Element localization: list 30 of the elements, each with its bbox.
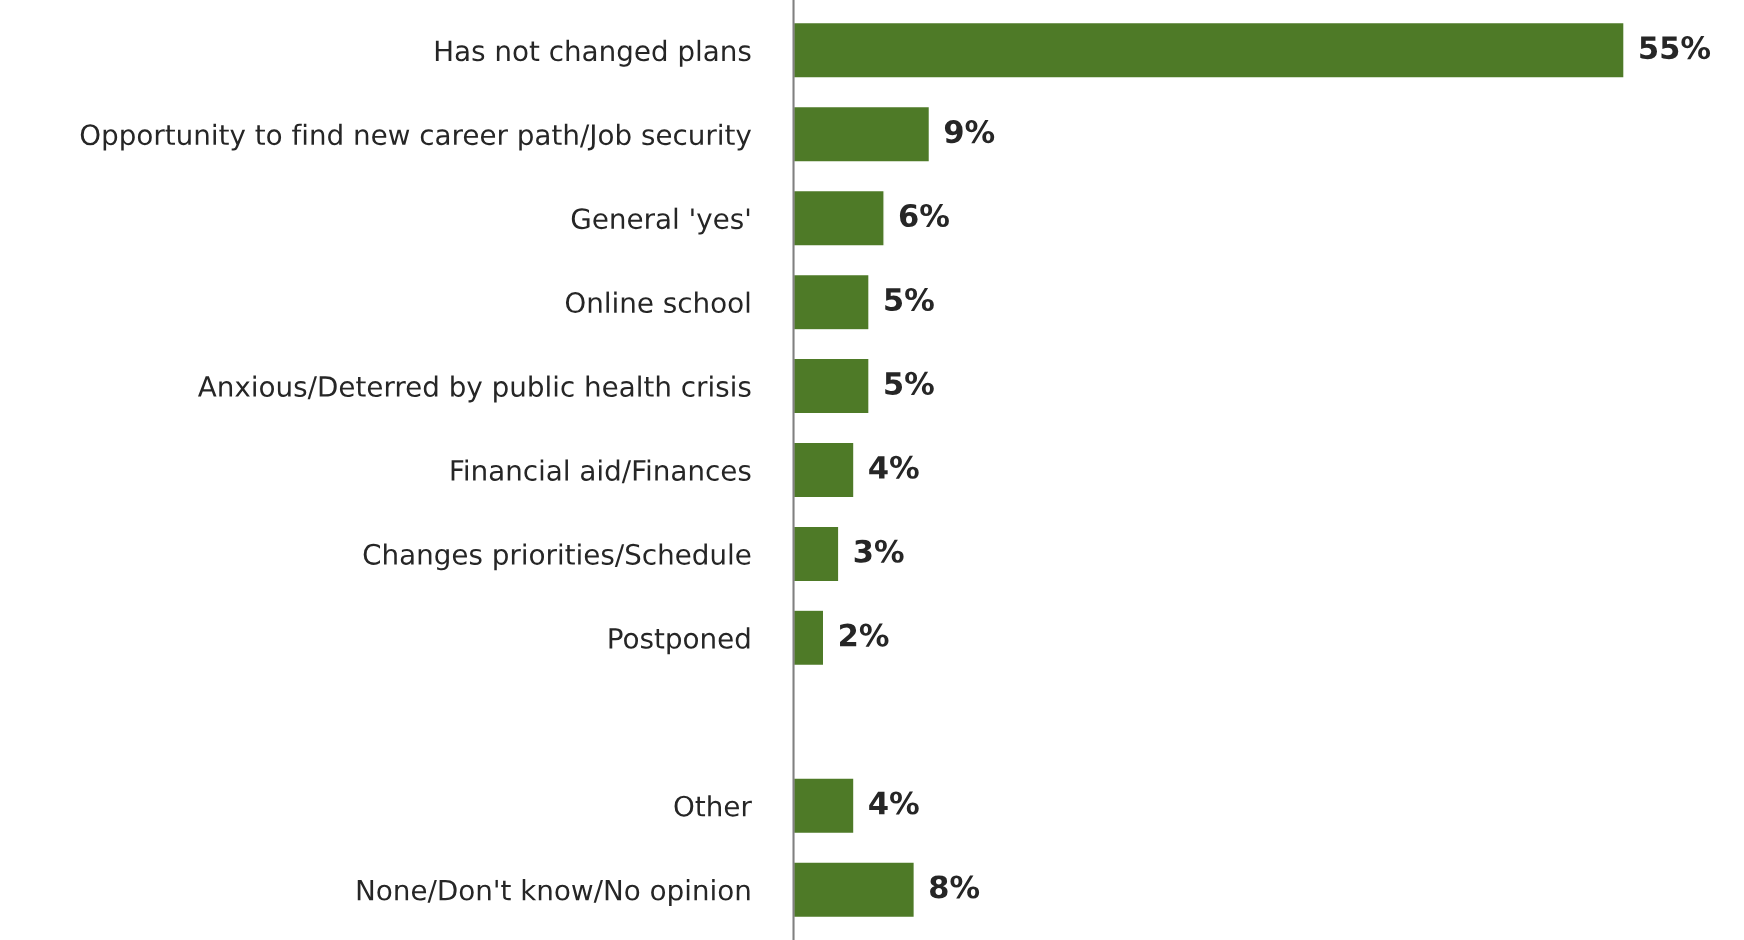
bar — [793, 105, 931, 163]
y-tick-label: Opportunity to find new career path/Job security — [80, 123, 752, 151]
bar — [793, 189, 885, 247]
data-label: 5% — [885, 371, 934, 395]
bar — [793, 441, 855, 499]
y-tick-label: None/Don't know/No opinion — [357, 879, 750, 906]
bar — [793, 609, 825, 667]
y-tick-label: Changes priorities/Schedule — [363, 543, 751, 571]
data-label: 6% — [899, 203, 949, 228]
bar — [793, 21, 1625, 79]
bar — [793, 525, 840, 583]
data-label: 5% — [885, 287, 934, 312]
data-label: 2% — [840, 623, 889, 647]
data-label: 9% — [944, 120, 995, 144]
y-tick-label: Anxious/Deterred by public health crisis — [197, 375, 751, 403]
data-label: 4% — [869, 455, 919, 479]
y-tick-label: General 'yes' — [571, 207, 750, 235]
y-tick-label: Postponed — [609, 627, 750, 655]
data-label: 55% — [1640, 36, 1711, 60]
bar — [793, 357, 870, 415]
data-label: 4% — [869, 791, 919, 815]
bar — [793, 273, 870, 331]
data-label: 8% — [930, 875, 980, 899]
bar — [793, 861, 916, 919]
bar — [793, 777, 855, 835]
data-label: 3% — [854, 539, 904, 563]
y-tick-label: Financial aid/Finances — [451, 459, 751, 484]
y-tick-label: Has not changed plans — [435, 39, 751, 67]
y-tick-label: Other — [674, 795, 752, 817]
y-tick-label: Online school — [565, 291, 750, 314]
